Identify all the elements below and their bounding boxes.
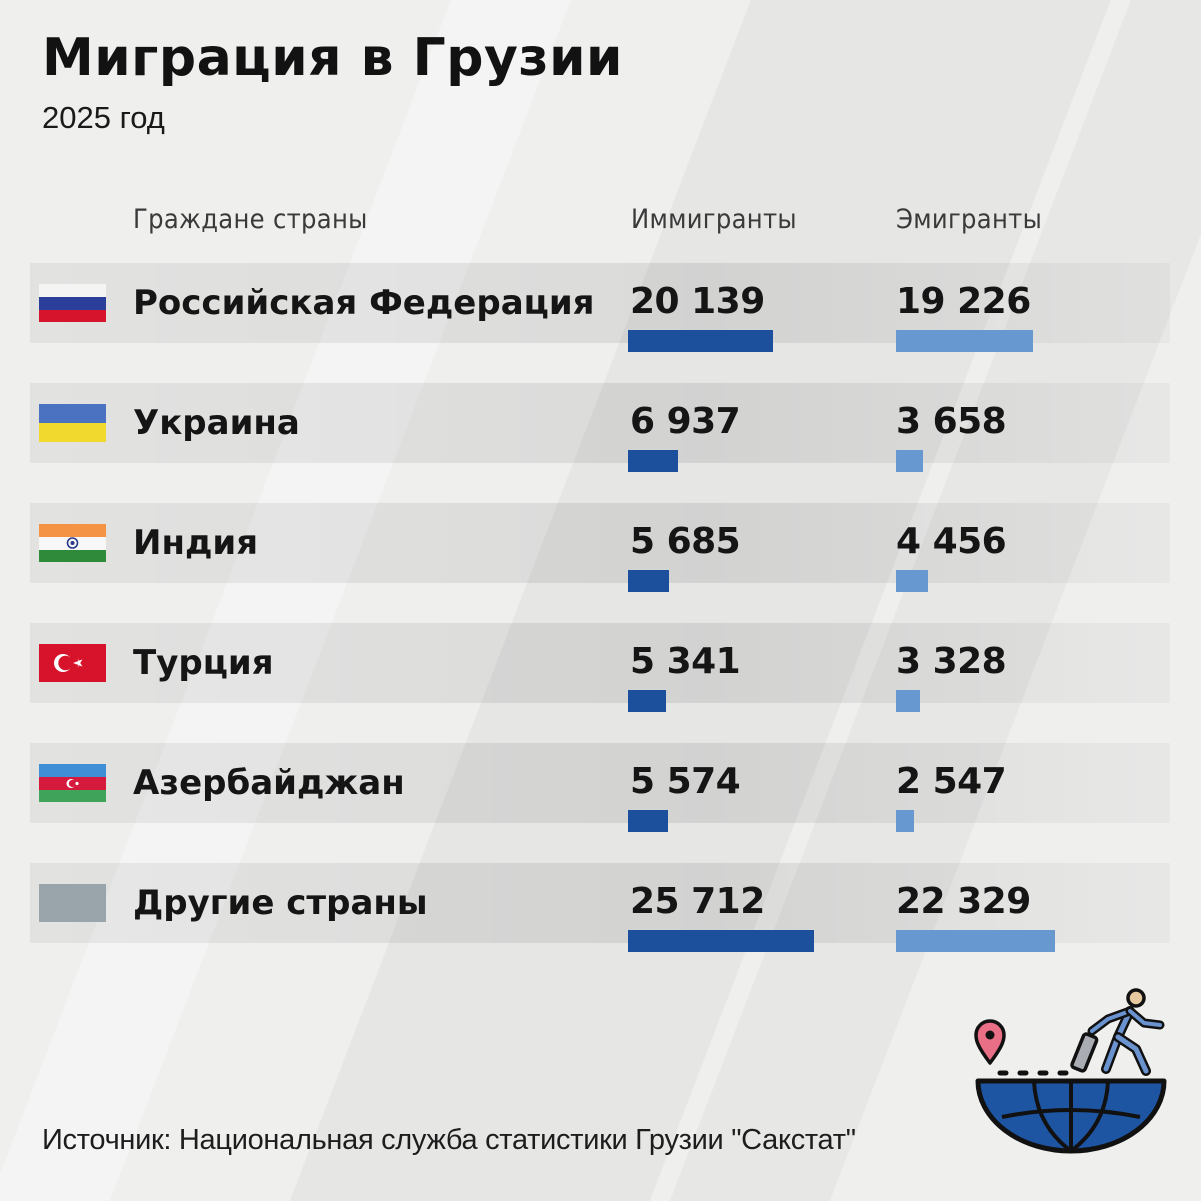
table-row: Другие страны 25 712 22 329: [30, 863, 1170, 952]
migration-globe-icon: [974, 988, 1167, 1154]
other-countries-swatch: [39, 884, 106, 922]
immigrants-bar: [628, 570, 669, 592]
emigrants-value: 3 328: [896, 641, 1007, 682]
azerbaijan-flag-icon: [39, 764, 106, 802]
ukraine-flag-icon: [39, 404, 106, 442]
immigrants-bar: [628, 450, 678, 472]
emigrants-bar: [896, 570, 928, 592]
country-name: Украина: [133, 403, 300, 443]
emigrants-value: 4 456: [896, 521, 1007, 562]
country-name: Азербайджан: [133, 763, 405, 803]
table-row: Украина 6 937 3 658: [30, 383, 1170, 472]
immigrants-value: 6 937: [630, 401, 741, 442]
russia-flag-icon: [39, 284, 106, 322]
column-header-emigrants: Эмигранты: [896, 204, 1043, 235]
emigrants-bar: [896, 810, 914, 832]
country-name: Индия: [133, 523, 259, 563]
emigrants-bar: [896, 450, 923, 472]
emigrants-value: 22 329: [896, 881, 1031, 922]
table-row: Турция 5 341 3 328: [30, 623, 1170, 712]
column-header-immigrants: Иммигранты: [631, 204, 797, 235]
country-name: Российская Федерация: [133, 283, 595, 323]
immigrants-bar: [628, 930, 814, 952]
emigrants-value: 3 658: [896, 401, 1007, 442]
table-row: Индия 5 685 4 456: [30, 503, 1170, 592]
immigrants-value: 5 341: [630, 641, 741, 682]
table-row: Азербайджан 5 574 2 547: [30, 743, 1170, 832]
immigrants-bar: [628, 810, 668, 832]
emigrants-bar: [896, 330, 1033, 352]
immigrants-value: 20 139: [630, 281, 765, 322]
emigrants-bar: [896, 690, 920, 712]
immigrants-value: 5 574: [630, 761, 741, 802]
immigrants-value: 25 712: [630, 881, 765, 922]
turkey-flag-icon: [39, 644, 106, 682]
immigrants-bar: [628, 330, 773, 352]
source-note: Источник: Национальная служба статистики…: [42, 1124, 856, 1156]
immigrants-bar: [628, 690, 666, 712]
country-name: Другие страны: [133, 883, 428, 923]
india-flag-icon: [39, 524, 106, 562]
immigrants-value: 5 685: [630, 521, 741, 562]
page-subtitle: 2025 год: [42, 100, 165, 135]
emigrants-value: 19 226: [896, 281, 1031, 322]
column-header-country: Граждане страны: [133, 204, 368, 235]
country-name: Турция: [133, 643, 274, 683]
table-row: Российская Федерация 20 139 19 226: [30, 263, 1170, 352]
emigrants-value: 2 547: [896, 761, 1007, 802]
emigrants-bar: [896, 930, 1055, 952]
page-title: Миграция в Грузии: [42, 28, 623, 88]
